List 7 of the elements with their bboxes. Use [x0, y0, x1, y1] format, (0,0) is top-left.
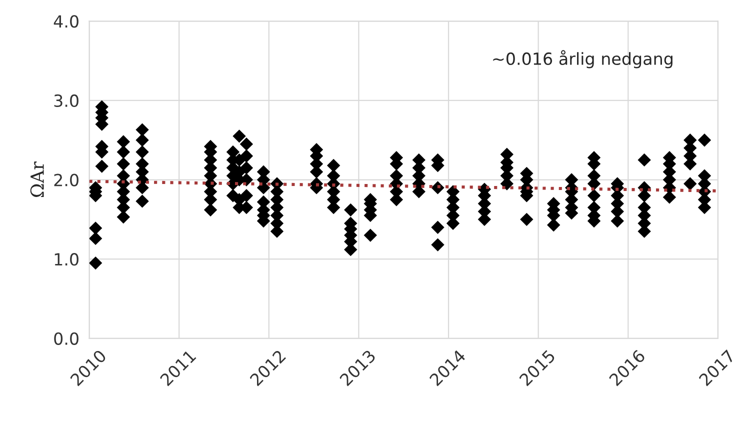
y-tick-label: 3.0 [54, 94, 78, 108]
y-tick-label: 2.0 [54, 174, 78, 186]
y-tick-label: 4.0 [54, 15, 78, 28]
annotation: ~0.016 årlig nedgang [493, 50, 672, 68]
y-tick-label: 0.0 [54, 332, 78, 345]
y-tick-label: 1.0 [54, 253, 78, 266]
y-axis-title: ΩAr [30, 161, 44, 197]
